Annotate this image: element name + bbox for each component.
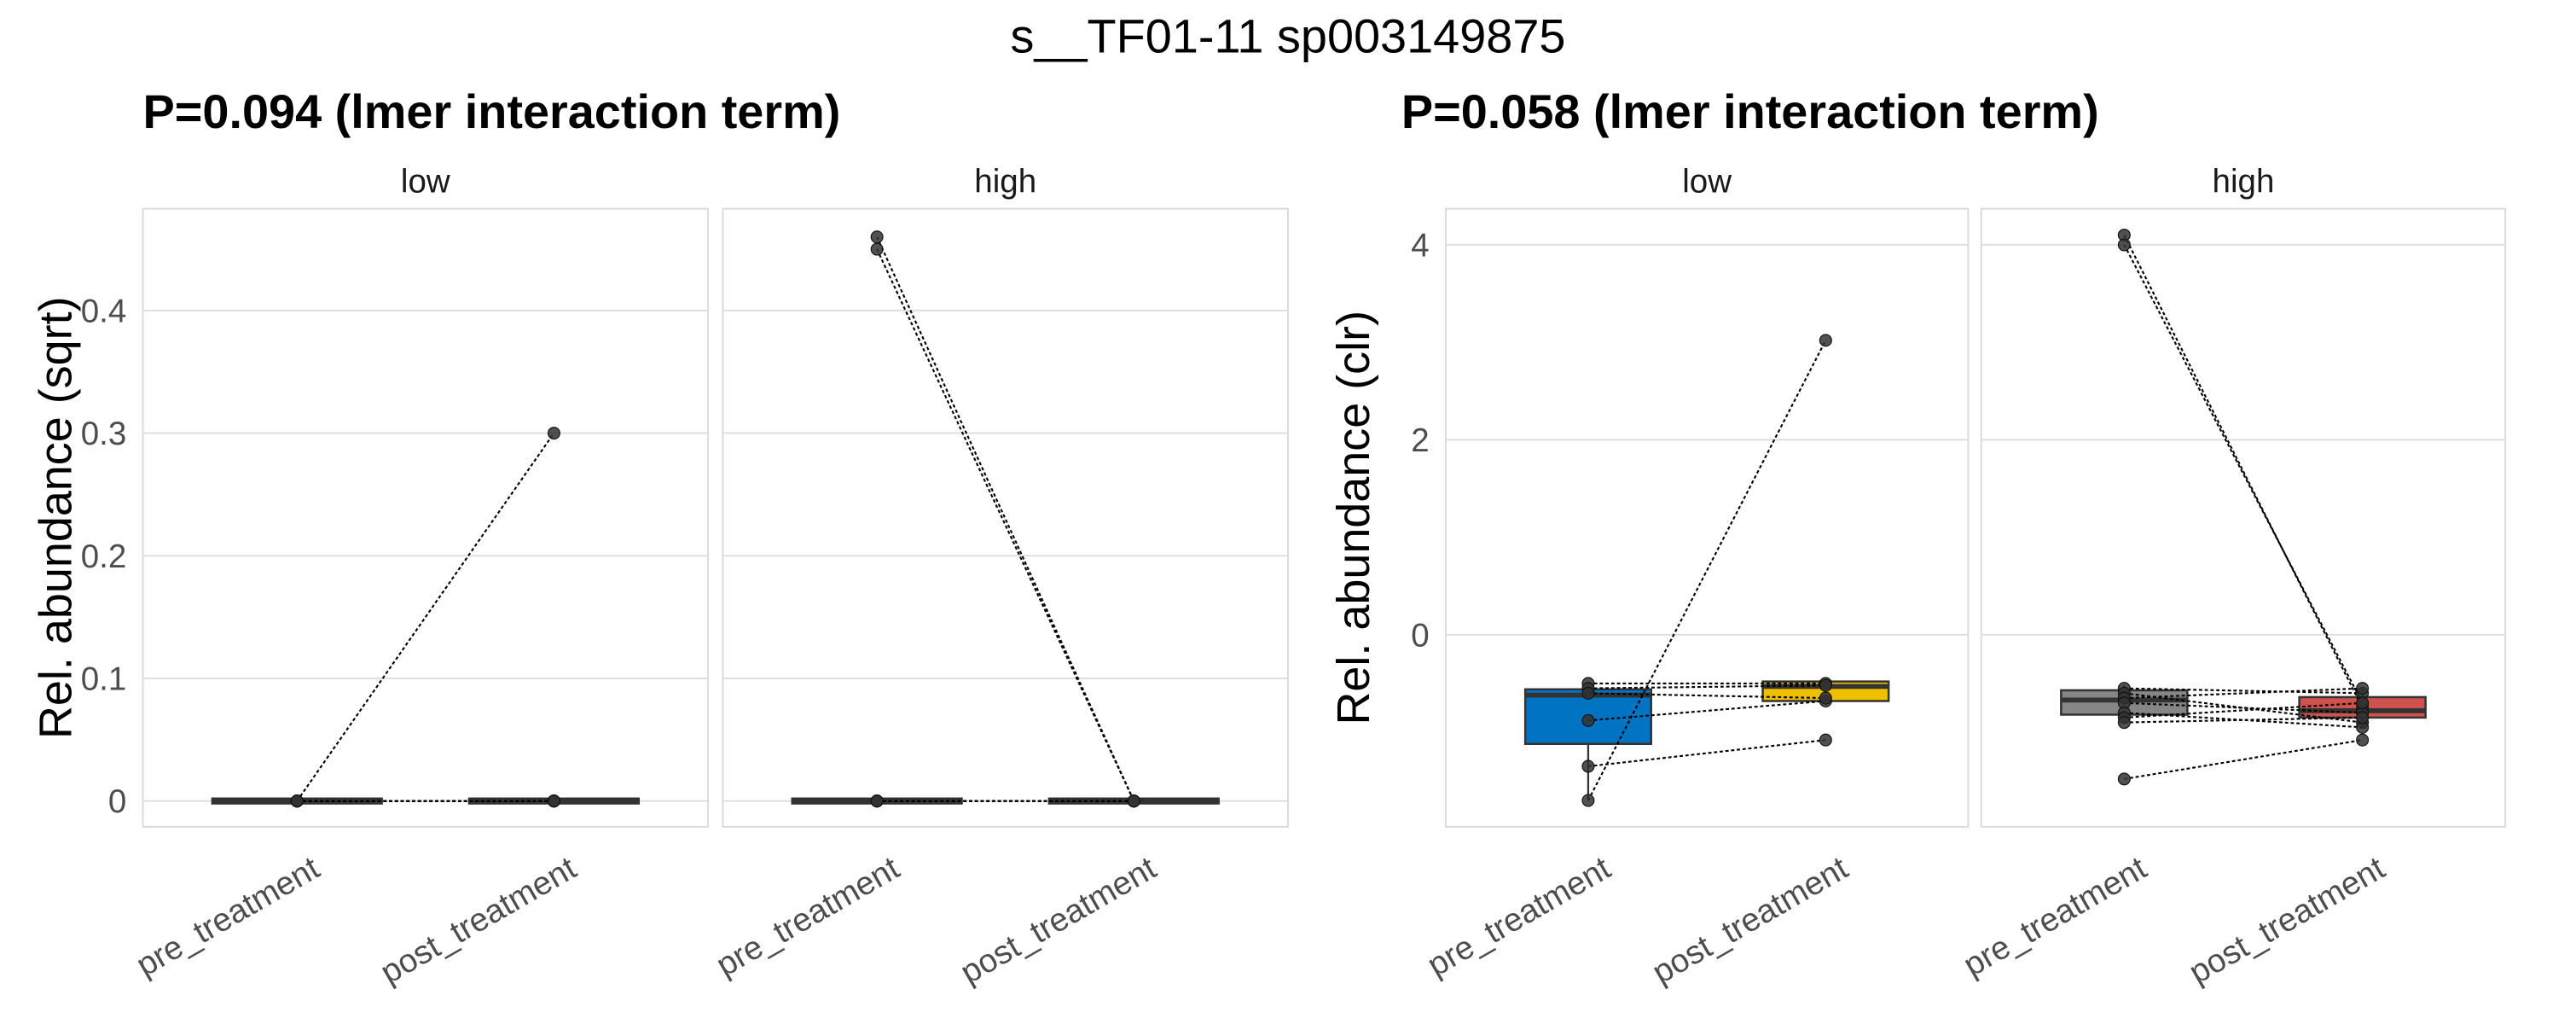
x-tick-label: post_treatment (954, 850, 1163, 992)
data-point-post (547, 794, 560, 808)
data-point-pre (290, 794, 304, 808)
facet-panel-low: low pre_treatment post_treatment (1421, 163, 1970, 992)
paired-line (1587, 700, 1826, 722)
y-tick-label: 0.2 (81, 538, 127, 575)
chart-title: P=0.058 (lmer interaction term) (1401, 84, 2099, 138)
x-tick-label: pre_treatment (710, 850, 905, 984)
y-tick-label: 0 (108, 783, 126, 820)
paired-line (876, 248, 1135, 802)
y-tick-label: 0.3 (81, 416, 127, 452)
data-point-pre (870, 794, 884, 808)
facet-strip-label: high (2213, 163, 2275, 200)
paired-line (2124, 701, 2363, 714)
data-point-pre (1581, 759, 1595, 773)
paired-line (1587, 684, 1826, 689)
facet-strip-label: low (401, 163, 450, 200)
data-point-post (2356, 696, 2370, 710)
panel-border (1444, 207, 1970, 828)
facet-strip-label: low (1682, 163, 1732, 200)
y-tick-label: 0.1 (81, 660, 127, 697)
data-point-pre (2117, 772, 2131, 786)
data-point-pre (1581, 713, 1595, 727)
y-tick-label: 2 (1411, 422, 1429, 459)
data-point-pre (870, 242, 884, 256)
data-point-post (1819, 691, 1832, 705)
y-tick-label: 0 (1411, 617, 1429, 654)
x-tick-label: post_treatment (2183, 850, 2391, 992)
data-point-post (2356, 682, 2370, 695)
facet-panel-low: low pre_treatment post_treatment (131, 163, 710, 992)
facet-strip-label: high (974, 163, 1036, 200)
paired-line (1587, 692, 1826, 700)
x-tick-label: pre_treatment (1421, 850, 1616, 984)
paired-line (2123, 234, 2364, 708)
data-point-post (2356, 733, 2370, 747)
x-tick-label: post_treatment (374, 850, 583, 992)
figure-suptitle: s__TF01-11 sp003149875 (1011, 9, 1566, 63)
y-axis-title: Rel. abundance (sqrt) (31, 296, 82, 739)
data-point-pre (870, 230, 884, 244)
panel-border (142, 207, 710, 828)
data-point-pre (1581, 686, 1595, 700)
x-tick-label: post_treatment (1646, 850, 1854, 992)
chart-title: P=0.094 (lmer interaction term) (143, 84, 841, 138)
panel-border (722, 207, 1289, 828)
data-point-post (1819, 334, 1832, 347)
y-tick-label: 4 (1411, 227, 1429, 264)
paired-line (1587, 340, 1827, 801)
panel-border (1980, 207, 2507, 828)
paired-line (296, 432, 555, 802)
data-point-post (1819, 733, 1832, 747)
data-point-pre (2117, 716, 2131, 730)
y-tick-label: 0.4 (81, 293, 127, 329)
data-point-post (1819, 678, 1832, 692)
x-tick-label: pre_treatment (1958, 850, 2153, 984)
chart-1: P=0.094 (lmer interaction term) Rel. abun… (31, 84, 1289, 992)
facet-panel-high: high pre_treatment post_treatment (710, 163, 1289, 992)
x-tick-label: pre_treatment (131, 850, 326, 984)
data-point-post (2356, 711, 2370, 724)
data-point-post (547, 427, 560, 440)
data-point-pre (2117, 238, 2131, 252)
data-point-pre (1581, 794, 1595, 807)
paired-line (2124, 716, 2363, 724)
y-axis-title: Rel. abundance (clr) (1328, 311, 1379, 725)
chart-2: P=0.058 (lmer interaction term) Rel. abun… (1328, 84, 2507, 992)
data-point-post (1127, 794, 1140, 808)
facet-panel-high: high pre_treatment post_treatment (1958, 163, 2507, 992)
paired-line (2124, 687, 2363, 700)
paired-line (2124, 687, 2363, 695)
